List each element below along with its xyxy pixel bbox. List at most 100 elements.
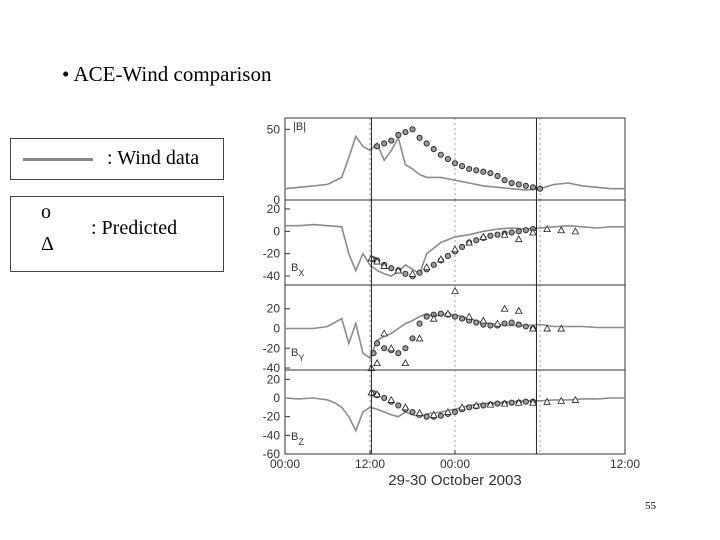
predicted-circle bbox=[395, 402, 402, 409]
predicted-circle bbox=[451, 408, 459, 416]
x-tick-label: 12:00 bbox=[610, 457, 640, 471]
y-tick-label: 20 bbox=[267, 202, 281, 216]
predicted-triangle bbox=[472, 401, 481, 409]
predicted-triangle bbox=[451, 245, 459, 253]
predicted-triangle bbox=[387, 395, 396, 403]
predicted-triangle bbox=[486, 400, 495, 408]
predicted-triangle bbox=[429, 314, 438, 322]
predicted-circle bbox=[409, 408, 416, 416]
predicted-triangle bbox=[373, 359, 381, 367]
predicted-triangle bbox=[394, 266, 403, 274]
predicted-circle bbox=[515, 321, 522, 328]
predicted-circle bbox=[480, 402, 487, 409]
predicted-triangle bbox=[415, 408, 424, 416]
predicted-circle bbox=[381, 140, 388, 147]
x-tick-label: 12:00 bbox=[355, 457, 385, 471]
predicted-triangle bbox=[493, 319, 502, 327]
x-axis-label: 29-30 October 2003 bbox=[388, 472, 521, 489]
predicted-triangle bbox=[380, 261, 389, 269]
predicted-circle bbox=[374, 143, 381, 150]
y-tick-label: 20 bbox=[267, 372, 281, 386]
legend-wind-label: : Wind data bbox=[107, 147, 200, 169]
predicted-circle bbox=[381, 345, 388, 352]
predicted-triangle bbox=[529, 324, 537, 332]
predicted-circle bbox=[430, 261, 437, 268]
predicted-circle bbox=[473, 167, 480, 174]
predicted-triangle bbox=[514, 235, 523, 243]
ace-wind-chart: 050 |B|200-20-40BX200-20-40BY200-20-40-60… bbox=[263, 117, 640, 489]
panel-frame bbox=[284, 284, 626, 371]
predicted-triangle bbox=[380, 329, 389, 337]
y-tick-label: -40 bbox=[263, 428, 281, 442]
predicted-circle bbox=[451, 313, 459, 320]
predicted-circle bbox=[501, 177, 508, 184]
y-tick-label: 0 bbox=[273, 193, 280, 207]
predicted-circle bbox=[473, 319, 480, 326]
predicted-circle bbox=[522, 227, 529, 234]
predicted-circle bbox=[423, 313, 430, 320]
predicted-circle bbox=[494, 172, 501, 180]
predicted-circle bbox=[381, 394, 388, 402]
predicted-circle bbox=[508, 179, 515, 187]
y-tick-label: -20 bbox=[263, 410, 281, 424]
predicted-triangle bbox=[571, 227, 580, 235]
y-tick-label: -40 bbox=[263, 361, 281, 375]
predicted-circle bbox=[395, 350, 402, 357]
predicted-circle bbox=[437, 310, 444, 317]
legend-predicted-label: : Predicted bbox=[91, 217, 178, 239]
predicted-circle bbox=[416, 134, 423, 141]
predicted-triangle bbox=[422, 263, 431, 271]
predicted-circle bbox=[437, 151, 444, 158]
predicted-triangle bbox=[500, 399, 509, 407]
slide-title: • ACE-Wind comparison bbox=[62, 62, 272, 86]
predicted-triangle bbox=[571, 395, 580, 403]
predicted-circle bbox=[423, 140, 430, 147]
y-tick-label: 0 bbox=[273, 321, 280, 335]
predicted-circle bbox=[416, 320, 423, 327]
y-tick-label: 0 bbox=[273, 391, 280, 405]
predicted-circle bbox=[409, 126, 416, 133]
predicted-triangle bbox=[444, 309, 452, 317]
predicted-circle bbox=[409, 335, 416, 342]
panel-label: BY bbox=[291, 347, 304, 363]
predicted-circle bbox=[487, 322, 494, 329]
predicted-triangle bbox=[479, 232, 488, 240]
predicted-triangle bbox=[514, 398, 523, 406]
predicted-circle bbox=[374, 340, 381, 347]
predicted-triangle bbox=[479, 316, 488, 324]
circle-symbol: o bbox=[41, 201, 51, 223]
x-tick-label: 00:00 bbox=[270, 457, 300, 471]
predicted-triangle bbox=[373, 257, 381, 265]
predicted-triangle bbox=[543, 324, 551, 332]
x-tick-label: 00:00 bbox=[440, 457, 470, 471]
predicted-triangle bbox=[557, 396, 566, 404]
predicted-circle bbox=[487, 232, 494, 239]
predicted-circle bbox=[466, 404, 473, 411]
predicted-triangle bbox=[408, 269, 417, 277]
predicted-triangle bbox=[529, 398, 537, 406]
predicted-circle bbox=[402, 270, 409, 277]
y-tick-label: 50 bbox=[267, 122, 281, 136]
predicted-triangle bbox=[514, 306, 523, 314]
y-tick-label: -60 bbox=[263, 447, 281, 461]
predicted-circle bbox=[423, 413, 430, 420]
predicted-circle bbox=[402, 345, 409, 352]
y-tick-label: 0 bbox=[273, 224, 280, 238]
predicted-triangle bbox=[401, 359, 410, 367]
predicted-triangle bbox=[543, 225, 551, 233]
predicted-triangle bbox=[429, 410, 438, 418]
predicted-triangle bbox=[401, 403, 410, 411]
panel-label: BZ bbox=[291, 431, 304, 447]
predicted-triangle bbox=[373, 390, 381, 398]
panel-frame bbox=[284, 199, 626, 286]
predicted-circle bbox=[522, 323, 529, 330]
legend-predicted-box: o Δ : Predicted bbox=[10, 196, 224, 272]
triangle-symbol: Δ bbox=[41, 233, 54, 255]
predicted-circle bbox=[494, 231, 501, 238]
predicted-circle bbox=[515, 228, 522, 235]
predicted-circle bbox=[515, 181, 522, 188]
wind-data-line bbox=[285, 223, 625, 277]
y-tick-label: -20 bbox=[263, 341, 281, 355]
predicted-circle bbox=[388, 137, 395, 144]
predicted-triangle bbox=[500, 230, 509, 238]
